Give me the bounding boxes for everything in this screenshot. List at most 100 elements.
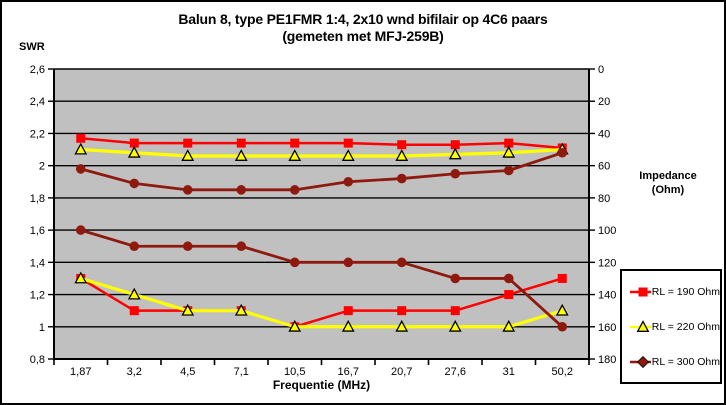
series-marker-triangle [341,149,355,161]
series-marker-triangle [181,303,195,316]
series-marker-triangle [502,145,516,158]
series-marker-triangle [181,149,195,161]
y-right-tick-label: 100 [598,225,616,237]
y-left-tick-label: 1,4 [30,257,45,269]
series-marker-square [397,306,407,316]
series-marker-circle [129,241,140,252]
series-line-imp-rl300 [80,151,563,192]
y-left-tick-label: 2 [39,161,45,173]
x-tick-label: 20,7 [391,366,412,378]
x-tick-label: 50,2 [552,366,573,378]
right-axis-title-line2: (Ohm) [651,184,685,196]
y-right-tick-label: 40 [598,128,610,140]
y-right-tick-label: 20 [598,96,610,108]
right-axis-title-line1: Impedance [639,170,697,182]
series-marker-triangle [234,149,248,161]
series-marker-circle [343,257,354,268]
series-marker-triangle [555,303,569,316]
y-left-tick-label: 0,8 [30,354,45,366]
series-marker-circle [503,273,514,284]
series-marker-triangle [395,149,409,161]
legend: RL = 190 Ohm RL = 220 Ohm RL = 300 Ohm [620,269,722,384]
legend-item-label: RL = 300 Ohm [651,355,720,368]
legend-swatch-diamond-icon [630,355,651,368]
series-marker-diamond [636,355,650,368]
series-marker-triangle [234,303,248,316]
series-line-swr-rl300 [80,228,564,328]
x-tick-label: 7,1 [234,366,249,378]
x-tick-label: 4,5 [180,366,195,378]
series-marker-circle [450,168,461,179]
series-marker-circle [182,241,193,252]
series-marker-triangle [341,319,355,332]
legend-swatch-triangle-icon [630,319,651,332]
x-tick-label: 3,2 [127,366,142,378]
series-marker-square [129,306,139,316]
legend-item-2: RL = 300 Ohm [629,354,720,370]
x-tick-label: 16,7 [338,366,359,378]
series-marker-circle [396,173,407,184]
y-right-tick-label: 60 [598,161,610,173]
chart-title-line1: Balun 8, type PE1FMR 1:4, 2x10 wnd bifil… [178,11,548,27]
x-tick-label: 27,6 [445,366,466,378]
series-marker-square [183,138,193,148]
series-marker-circle [289,185,300,195]
series-marker-circle [396,257,407,268]
series-line-imp-rl190 [80,137,563,150]
y-right-tick-label: 160 [598,322,616,334]
y-left-tick-label: 2,6 [30,64,45,76]
series-marker-square [76,133,86,143]
series-marker-triangle [74,142,88,155]
series-line-imp-rl220 [80,147,563,158]
y-left-tick-label: 1,8 [30,193,45,205]
legend-item-label: RL = 190 Ohm [651,285,720,298]
series-marker-square [504,138,514,148]
series-marker-triangle [127,145,141,158]
series-marker-circle [236,241,247,252]
series-marker-square [557,273,567,283]
series-marker-square [236,138,246,148]
y-right-tick-label: 80 [598,193,610,205]
x-tick-label: 1,87 [70,366,91,378]
series-marker-square [450,306,460,316]
y-right-tick-label: 180 [598,354,616,366]
legend-item-label: RL = 220 Ohm [651,320,720,333]
series-marker-square [343,306,353,316]
series-marker-square [504,290,514,300]
y-left-tick-label: 1,6 [30,225,45,237]
series-marker-square [343,138,353,148]
series-marker-triangle [502,319,516,332]
y-left-tick-label: 1,2 [30,290,45,302]
y-right-tick-label: 120 [598,257,616,269]
chart-title: Balun 8, type PE1FMR 1:4, 2x10 wnd bifil… [2,11,724,45]
y-left-tick-label: 2,2 [30,128,45,140]
right-axis-title: Impedance (Ohm) [614,169,722,197]
x-tick-label: 10,5 [284,366,305,378]
series-marker-triangle [74,271,88,284]
x-tick-labels: 1,87 3,2 4,5 7,1 10,5 16,7 20,7 27,6 31 50,2 [70,366,573,378]
series-marker-circle [343,176,354,187]
left-axis-title: SWR [19,41,45,53]
series-marker-circle [557,147,568,158]
series-line-swr-rl190 [80,277,563,329]
series-marker-circle [129,178,140,189]
y-right-tick-label: 140 [598,290,616,302]
series-marker-circle [450,273,461,284]
series-line-swr-rl220 [80,276,563,329]
series-swr-rl220 [74,271,569,332]
series-marker-square [450,140,460,150]
series-marker-circle [236,185,247,195]
series-marker-triangle [448,147,462,160]
series-marker-square [397,140,407,150]
series-marker-circle [182,185,193,195]
y-left-tick-label: 1 [39,322,45,334]
series-marker-square [290,138,300,148]
legend-item-1: RL = 220 Ohm [629,319,720,335]
series-marker-triangle [288,319,302,332]
series-marker-triangle [448,319,462,332]
series-imp-rl220 [74,142,569,161]
x-axis-title: Frequentie (MHz) [272,378,371,392]
series-swr-rl300 [75,225,568,332]
